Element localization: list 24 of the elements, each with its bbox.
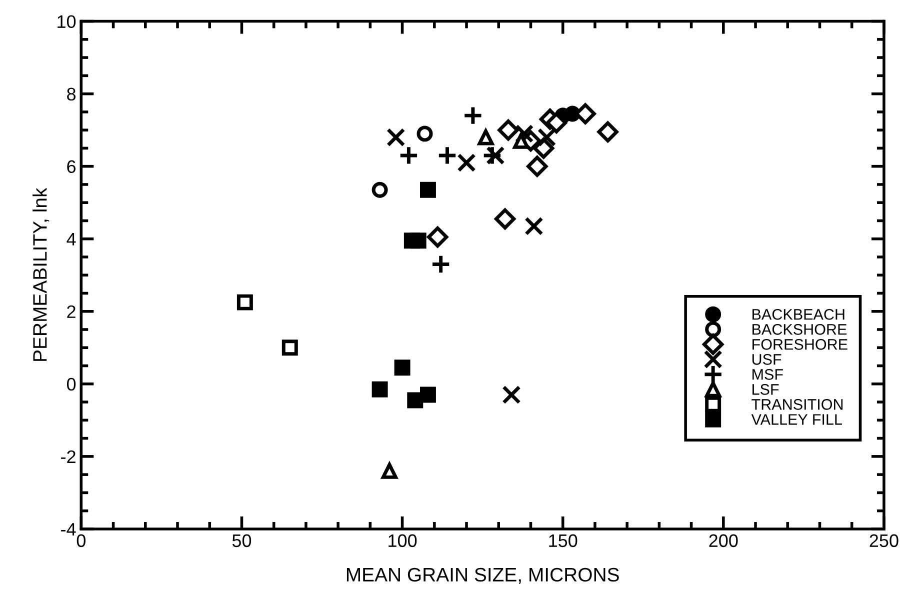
x-tick-label: 200 [709,534,738,548]
legend-label: BACKSHORE [752,324,847,335]
y-tick-label: -2 [61,450,76,463]
y-tick-label: 10 [58,15,76,28]
x-tick-label: 250 [870,534,898,548]
legend-label: MSF [752,369,783,380]
x-axis-title: MEAN GRAIN SIZE, MICRONS [346,568,619,584]
legend-label: BACKBEACH [752,308,844,320]
y-tick-label: 8 [67,88,76,101]
legend-label: VALLEY FILL [751,414,842,425]
legend-label: TRANSITION [752,399,843,410]
y-tick-label: -4 [61,523,76,536]
y-tick-label: 0 [66,378,76,391]
y-axis-title: PERMEABILITY, lnk [32,188,50,361]
legend-label: FORESHORE [752,339,848,350]
y-tick-label: 6 [67,160,76,174]
y-tick-label: 2 [67,305,76,318]
x-tick-label: 50 [232,534,252,548]
legend-label: LSF [752,384,779,395]
x-tick-label: 0 [76,534,86,548]
x-tick-label: 150 [549,534,578,548]
x-tick-label: 100 [388,534,417,548]
legend-label: USF [752,354,782,365]
y-tick-label: 4 [66,232,76,246]
